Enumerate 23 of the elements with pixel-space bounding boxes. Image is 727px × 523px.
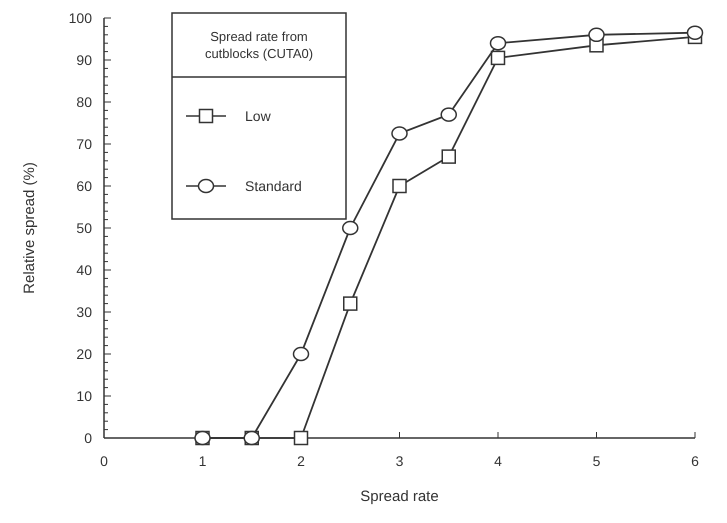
y-tick-label: 80 — [76, 94, 92, 110]
y-tick-label: 50 — [76, 220, 92, 236]
legend-label: Standard — [245, 178, 302, 194]
x-tick-label: 1 — [198, 453, 207, 469]
y-tick-label: 70 — [76, 136, 92, 152]
legend-label: Low — [245, 108, 272, 124]
y-tick-label: 40 — [76, 262, 92, 278]
y-tick-label: 60 — [76, 178, 92, 194]
x-tick-label: 4 — [494, 453, 502, 469]
y-tick-label: 90 — [76, 52, 92, 68]
x-tick-label: 3 — [396, 453, 404, 469]
y-tick-label: 30 — [76, 304, 92, 320]
y-axis-title: Relative spread (%) — [21, 162, 38, 294]
x-tick-label: 6 — [691, 453, 700, 469]
y-tick-label: 10 — [76, 388, 92, 404]
y-tick-label: 0 — [84, 430, 92, 446]
y-tick-label: 100 — [68, 10, 92, 26]
x-tick-label: 2 — [297, 453, 306, 469]
x-tick-label: 5 — [592, 453, 601, 469]
legend-title: Spread rate from cutblocks (CUTA0) — [204, 29, 314, 61]
y-tick-label: 20 — [76, 346, 92, 362]
x-axis-title: Spread rate — [360, 488, 439, 505]
x-tick-label: 0 — [100, 453, 108, 469]
